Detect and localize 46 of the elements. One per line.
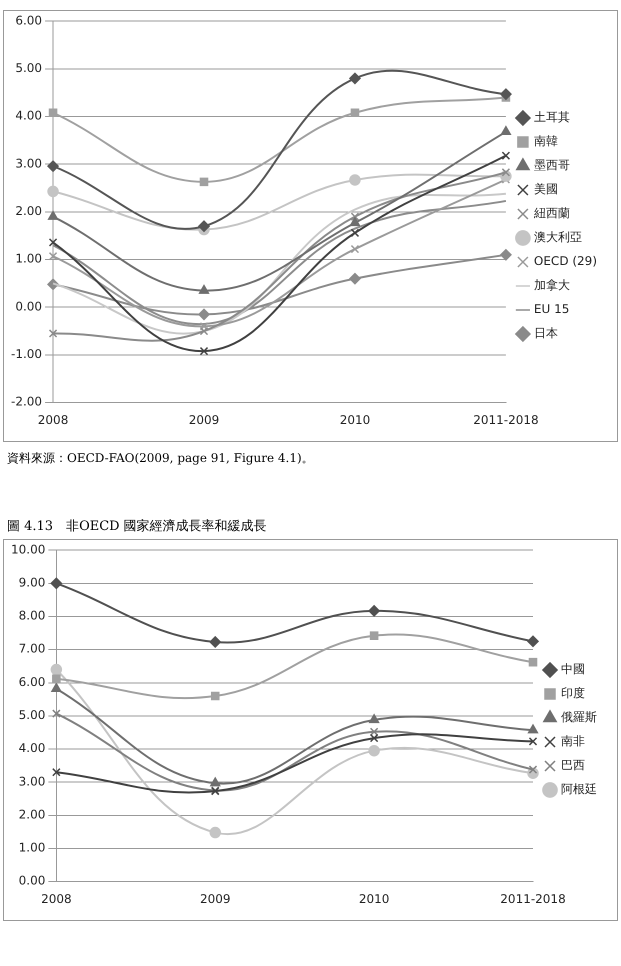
x-tick-label: 2010 [358, 892, 390, 906]
y-tick-label: 7.00 [18, 642, 46, 656]
legend-label: EU 15 [534, 302, 570, 316]
legend-label: 巴西 [561, 758, 585, 772]
y-tick-label: 9.00 [18, 575, 46, 590]
legend-label: OECD (29) [534, 254, 597, 268]
legend-label: 澳大利亞 [534, 230, 582, 244]
y-tick-label: 10.00 [10, 542, 46, 556]
legend-label: 美國 [534, 182, 558, 196]
y-tick-label: 3.00 [18, 774, 46, 788]
y-tick-label: 4.00 [15, 108, 42, 123]
source-note: 資料來源：OECD-FAO(2009, page 91, Figure 4.1)。 [7, 450, 315, 467]
y-tick-label: -2.00 [10, 394, 42, 409]
y-tick-label: 6.00 [18, 674, 46, 689]
x-tick-label: 2011-2018 [473, 412, 539, 427]
legend-label: 紐西蘭 [532, 206, 570, 220]
legend-label: 阿根廷 [561, 782, 597, 796]
y-tick-label: 4.00 [18, 741, 46, 756]
y-tick-label: 1.00 [18, 840, 46, 855]
x-tick-label: 2009 [188, 412, 220, 427]
y-tick-label: 1.00 [15, 252, 42, 266]
y-tick-label: 5.00 [15, 61, 42, 75]
y-tick-label: 0.00 [15, 299, 42, 314]
legend-label: 土耳其 [534, 110, 570, 124]
x-tick-label: 2011-2018 [500, 892, 566, 906]
y-tick-label: 2.00 [15, 204, 42, 218]
y-tick-label: 5.00 [18, 708, 46, 722]
legend-label: 日本 [534, 326, 558, 340]
legend-label: 印度 [561, 686, 585, 700]
y-tick-label: -1.00 [10, 347, 42, 362]
legend-label: 南非 [561, 734, 585, 748]
y-tick-label: 6.00 [15, 13, 42, 28]
legend-label: 加拿大 [534, 278, 570, 292]
y-tick-label: 3.00 [15, 156, 42, 170]
y-tick-label: 8.00 [18, 608, 46, 623]
legend-label: 墨西哥 [534, 158, 570, 172]
x-tick-label: 2008 [38, 412, 68, 427]
legend-label: 南韓 [534, 134, 558, 148]
x-tick-label: 2009 [200, 892, 231, 906]
x-tick-label: 2008 [41, 892, 72, 906]
legend-label: 俄羅斯 [561, 710, 597, 724]
y-tick-label: 0.00 [18, 874, 46, 888]
y-tick-label: 2.00 [18, 807, 46, 822]
chart-title: 圖 4.13 非OECD 國家經濟成長率和緩成長 [7, 518, 268, 535]
legend-label: 中國 [561, 662, 585, 676]
x-tick-label: 2010 [340, 412, 370, 427]
